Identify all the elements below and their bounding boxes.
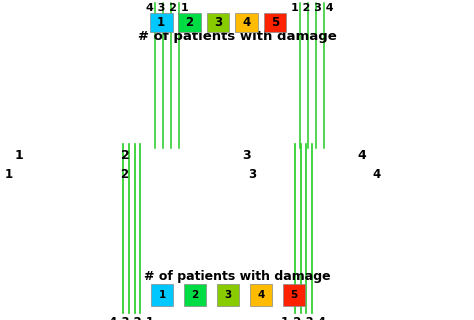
Text: # of patients with damage: # of patients with damage xyxy=(144,270,330,283)
Text: 2: 2 xyxy=(185,16,194,29)
Text: 4 3 2 1: 4 3 2 1 xyxy=(146,3,188,13)
Text: 2: 2 xyxy=(121,149,129,162)
Text: 1: 1 xyxy=(158,290,165,300)
FancyBboxPatch shape xyxy=(151,284,173,306)
Text: 3: 3 xyxy=(224,290,232,300)
Text: 2: 2 xyxy=(191,290,199,300)
Text: 4 3 2 1: 4 3 2 1 xyxy=(109,316,154,320)
Text: 3: 3 xyxy=(214,16,222,29)
Text: # of patients with damage: # of patients with damage xyxy=(137,30,337,43)
Text: 4: 4 xyxy=(257,290,264,300)
Text: 1 2 3 4: 1 2 3 4 xyxy=(281,316,326,320)
Text: 4: 4 xyxy=(242,16,251,29)
Text: 2: 2 xyxy=(120,168,128,181)
Text: 1: 1 xyxy=(5,168,13,181)
FancyBboxPatch shape xyxy=(217,284,239,306)
Text: 1: 1 xyxy=(14,149,23,162)
FancyBboxPatch shape xyxy=(207,13,229,32)
Text: 5: 5 xyxy=(291,290,298,300)
Text: 3: 3 xyxy=(248,168,256,181)
Text: 1 2 3 4: 1 2 3 4 xyxy=(291,3,333,13)
FancyBboxPatch shape xyxy=(235,13,258,32)
Text: 1: 1 xyxy=(157,16,165,29)
Text: 4: 4 xyxy=(358,149,366,162)
FancyBboxPatch shape xyxy=(264,13,286,32)
FancyBboxPatch shape xyxy=(178,13,201,32)
FancyBboxPatch shape xyxy=(283,284,305,306)
FancyBboxPatch shape xyxy=(150,13,173,32)
Text: 4: 4 xyxy=(372,168,380,181)
Text: 5: 5 xyxy=(271,16,279,29)
Text: 3: 3 xyxy=(242,149,250,162)
FancyBboxPatch shape xyxy=(250,284,272,306)
FancyBboxPatch shape xyxy=(184,284,206,306)
